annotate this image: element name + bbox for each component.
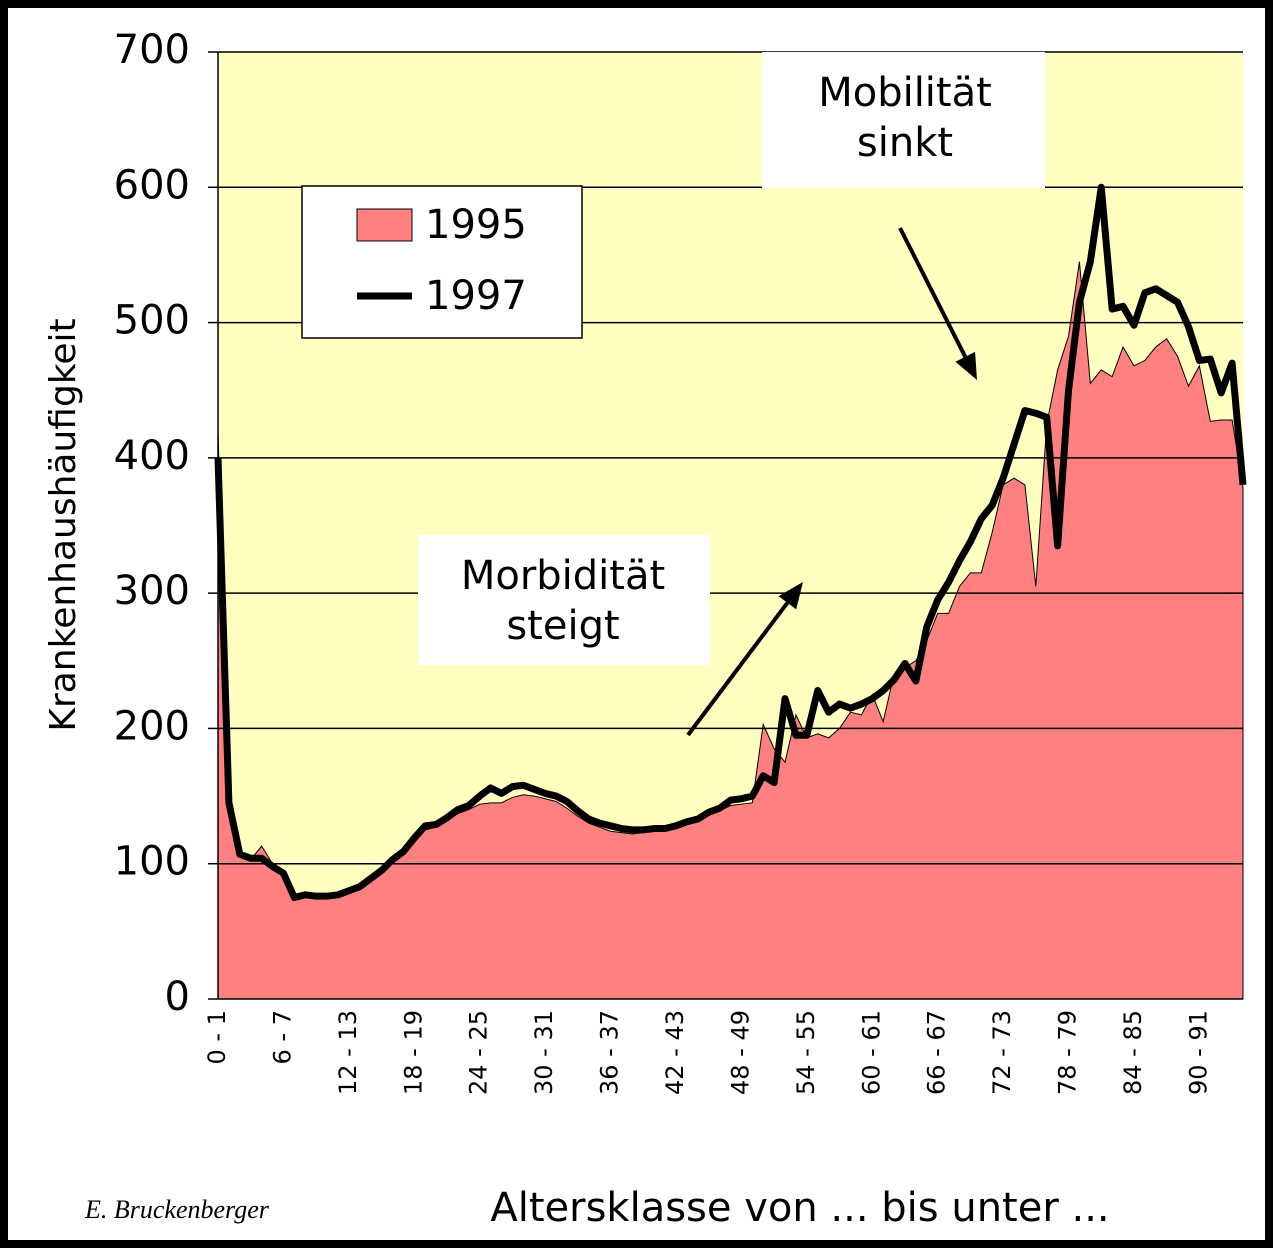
y-tick-label: 400	[114, 433, 190, 479]
y-tick-label: 500	[114, 298, 190, 344]
x-tick-label: 30 - 31	[530, 1010, 558, 1095]
annotation-text: Morbidität	[461, 553, 665, 599]
x-tick-label: 42 - 43	[661, 1010, 689, 1095]
x-tick-label: 12 - 13	[334, 1010, 362, 1095]
y-tick-label: 600	[114, 162, 190, 208]
arrow-head	[955, 351, 977, 380]
x-tick-label: 60 - 61	[857, 1010, 885, 1095]
y-tick-label: 0	[165, 974, 190, 1020]
annotation-text: Mobilität	[818, 70, 992, 116]
y-axis-title: Krankenhaushäufigkeit	[43, 318, 84, 731]
legend-swatch	[356, 208, 413, 242]
x-tick-label: 24 - 25	[465, 1010, 493, 1095]
y-tick-label: 700	[114, 27, 190, 73]
annotation-box	[418, 535, 710, 665]
legend-box	[301, 185, 583, 339]
annotation-text: steigt	[506, 603, 619, 649]
y-tick-label: 100	[114, 839, 190, 885]
x-tick-label: 0 - 1	[203, 1010, 231, 1064]
arrow	[686, 601, 789, 737]
x-tick-label: 78 - 79	[1054, 1010, 1082, 1095]
arrow	[898, 227, 968, 358]
y-tick-label: 300	[114, 568, 190, 614]
legend-label: 1997	[425, 273, 527, 319]
x-tick-label: 6 - 7	[268, 1010, 296, 1064]
x-tick-label: 48 - 49	[726, 1010, 754, 1095]
x-tick-label: 66 - 67	[923, 1010, 951, 1095]
credit: E. Bruckenberger	[84, 1195, 270, 1224]
x-tick-label: 84 - 85	[1119, 1010, 1147, 1095]
x-axis-title: Altersklasse von ... bis unter ...	[490, 1185, 1109, 1231]
x-tick-label: 90 - 91	[1184, 1010, 1212, 1095]
y-tick-label: 200	[114, 703, 190, 749]
annotation-text: sinkt	[857, 120, 953, 166]
annotation-box	[762, 52, 1045, 188]
x-tick-label: 72 - 73	[988, 1010, 1016, 1095]
x-tick-label: 18 - 19	[399, 1010, 427, 1095]
x-tick-label: 54 - 55	[792, 1010, 820, 1095]
arrow-head	[778, 582, 803, 610]
legend-label: 1995	[425, 202, 527, 248]
x-tick-label: 36 - 37	[596, 1010, 624, 1095]
